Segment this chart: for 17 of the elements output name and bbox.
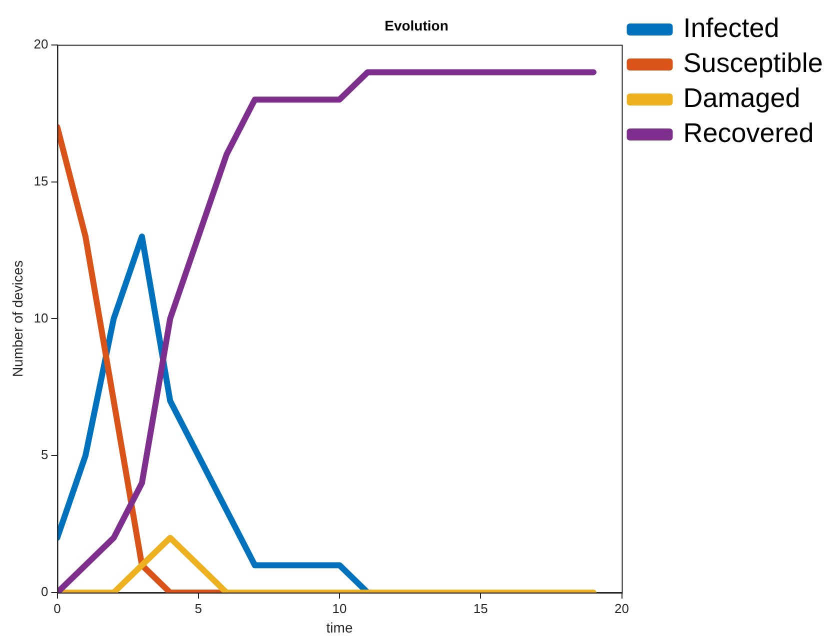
x-tick-label: 20 — [614, 600, 629, 616]
chart-title: Evolution — [384, 17, 448, 34]
x-tick-label: 0 — [54, 600, 61, 616]
y-tick-label: 15 — [34, 173, 48, 188]
y-tick-label: 5 — [41, 447, 48, 462]
x-tick-label: 5 — [194, 600, 202, 616]
x-axis-title: time — [326, 619, 353, 636]
legend-label: Infected — [683, 12, 780, 43]
y-tick-label: 0 — [41, 584, 48, 600]
y-axis-title: Number of devices — [9, 260, 26, 378]
y-tick-label: 10 — [34, 310, 48, 326]
legend-label: Recovered — [683, 118, 814, 148]
x-tick-label: 10 — [332, 600, 347, 616]
y-tick-label: 20 — [34, 36, 48, 52]
legend-label: Susceptible — [683, 48, 823, 78]
x-tick-label: 15 — [473, 600, 488, 616]
legend-label: Damaged — [683, 82, 800, 113]
